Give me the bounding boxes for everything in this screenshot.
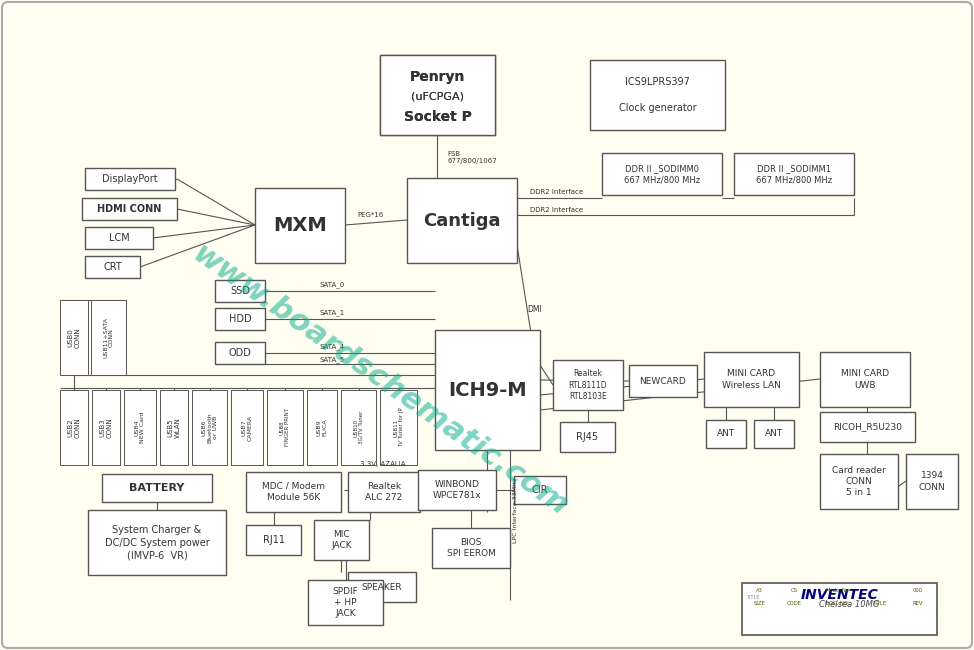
Bar — [124, 390, 156, 465]
Text: TITLE: TITLE — [746, 595, 760, 600]
Text: USB4
NEW Card: USB4 NEW Card — [134, 411, 145, 443]
Text: Socket P: Socket P — [403, 111, 471, 124]
Text: MINI CARD
UWB: MINI CARD UWB — [841, 369, 889, 390]
Bar — [553, 360, 623, 410]
Text: ICH9-M: ICH9-M — [448, 380, 527, 400]
Text: Penryn: Penryn — [410, 70, 466, 84]
Bar — [435, 330, 540, 450]
Text: CIR: CIR — [532, 485, 548, 495]
Text: RJ11: RJ11 — [263, 535, 284, 545]
Bar — [704, 352, 799, 407]
Text: A3: A3 — [756, 588, 763, 593]
Text: RICOH_R5U230: RICOH_R5U230 — [833, 422, 902, 432]
Text: Penryn: Penryn — [410, 70, 466, 84]
Text: USB6
Bluetooth
or UWB: USB6 Bluetooth or UWB — [202, 412, 218, 443]
Text: Card reader
CONN
5 in 1: Card reader CONN 5 in 1 — [832, 465, 886, 497]
Text: INVENTEC: INVENTEC — [801, 588, 879, 603]
Text: HDD: HDD — [229, 314, 251, 324]
Text: SSD: SSD — [230, 286, 250, 296]
Bar — [92, 390, 120, 465]
Bar — [102, 474, 212, 502]
Text: MINI CARD
Wireless LAN: MINI CARD Wireless LAN — [722, 369, 781, 390]
Bar — [820, 352, 910, 407]
Bar — [560, 422, 615, 452]
Text: System Charger &
DC/DC System power
(IMVP-6  VR): System Charger & DC/DC System power (IMV… — [104, 525, 209, 560]
Text: 000: 000 — [913, 588, 922, 593]
Text: FSB
677/800/1067: FSB 677/800/1067 — [447, 151, 497, 164]
Bar — [215, 308, 265, 330]
Text: NEWCARD: NEWCARD — [640, 376, 687, 385]
Bar — [341, 390, 376, 465]
Bar — [85, 227, 153, 249]
Text: WINBOND
WPCE781x: WINBOND WPCE781x — [432, 480, 481, 500]
Bar — [348, 472, 420, 512]
Bar — [380, 55, 495, 135]
Bar — [314, 520, 369, 560]
Text: CS: CS — [791, 588, 798, 593]
Bar — [60, 390, 88, 465]
Bar — [629, 365, 697, 397]
Bar — [514, 476, 566, 504]
Text: MIC
JACK: MIC JACK — [331, 530, 352, 550]
Text: Realtek
ALC 272: Realtek ALC 272 — [365, 482, 402, 502]
Text: DMI: DMI — [527, 306, 542, 315]
Text: Realtek
RTL8111D
RTL8103E: Realtek RTL8111D RTL8103E — [569, 369, 608, 401]
Text: USB11
TV Tuner for JP: USB11 TV Tuner for JP — [393, 408, 404, 447]
Text: LPC Interface,33MHz: LPC Interface,33MHz — [513, 478, 518, 543]
Text: ODD: ODD — [229, 348, 251, 358]
Bar — [246, 472, 341, 512]
Text: Penryn
(uFCPGA)
Socket P: Penryn (uFCPGA) Socket P — [404, 72, 471, 118]
Text: USB3
CONN: USB3 CONN — [99, 417, 113, 438]
Bar — [215, 280, 265, 302]
Text: SPEAKER: SPEAKER — [361, 582, 402, 592]
Bar — [267, 390, 303, 465]
Text: CODE: CODE — [787, 601, 802, 606]
Text: 3.3V, AZALIA: 3.3V, AZALIA — [360, 461, 405, 467]
Bar — [85, 256, 140, 278]
Bar — [590, 60, 725, 130]
Text: BIOS
SPI EEROM: BIOS SPI EEROM — [446, 538, 496, 558]
Text: ICS9LPRS397

Clock generator: ICS9LPRS397 Clock generator — [618, 77, 696, 113]
Text: (uFCPGA): (uFCPGA) — [411, 92, 464, 101]
Text: Mode_No: Mode_No — [826, 588, 849, 593]
Bar — [308, 580, 383, 625]
Bar — [418, 470, 496, 510]
Bar — [706, 420, 746, 448]
Text: USB5
WLAN: USB5 WLAN — [168, 417, 180, 438]
Text: SATA_5: SATA_5 — [320, 357, 345, 363]
Bar — [91, 300, 126, 375]
Bar — [307, 390, 337, 465]
Bar — [60, 300, 88, 375]
Text: Socket P: Socket P — [403, 111, 471, 124]
Bar — [754, 420, 794, 448]
Text: REV: REV — [913, 601, 922, 606]
Text: Chelsea 10MG: Chelsea 10MG — [819, 601, 880, 609]
Text: USB9
FLICA: USB9 FLICA — [317, 419, 327, 436]
Text: PEG*16: PEG*16 — [356, 212, 383, 218]
Text: SATA_4: SATA_4 — [320, 344, 345, 350]
Text: DisplayPort: DisplayPort — [102, 174, 158, 184]
Text: SATA_1: SATA_1 — [320, 309, 345, 317]
Text: MDC / Modem
Module 56K: MDC / Modem Module 56K — [262, 482, 325, 502]
Bar — [192, 390, 227, 465]
Bar — [255, 188, 345, 263]
Text: 1394
CONN: 1394 CONN — [918, 471, 946, 491]
Text: www.boardschematic.com: www.boardschematic.com — [187, 239, 573, 521]
Text: ANT: ANT — [717, 430, 735, 439]
Bar — [602, 153, 722, 195]
Text: TITLE: TITLE — [874, 601, 887, 606]
Text: RJ45: RJ45 — [577, 432, 599, 442]
Bar — [215, 342, 265, 364]
Text: USB11+SATA
CONN: USB11+SATA CONN — [103, 317, 114, 358]
Bar — [820, 412, 915, 442]
Text: (uFCPGA): (uFCPGA) — [411, 92, 464, 101]
Bar — [160, 390, 188, 465]
Text: DDR II _SODIMM0
667 MHz/800 MHz: DDR II _SODIMM0 667 MHz/800 MHz — [624, 164, 700, 184]
Bar — [380, 390, 417, 465]
Text: DDR2 Interface: DDR2 Interface — [530, 189, 583, 195]
Bar — [906, 454, 958, 509]
Text: MXM: MXM — [273, 216, 327, 235]
Bar — [348, 572, 416, 602]
Bar — [231, 390, 263, 465]
